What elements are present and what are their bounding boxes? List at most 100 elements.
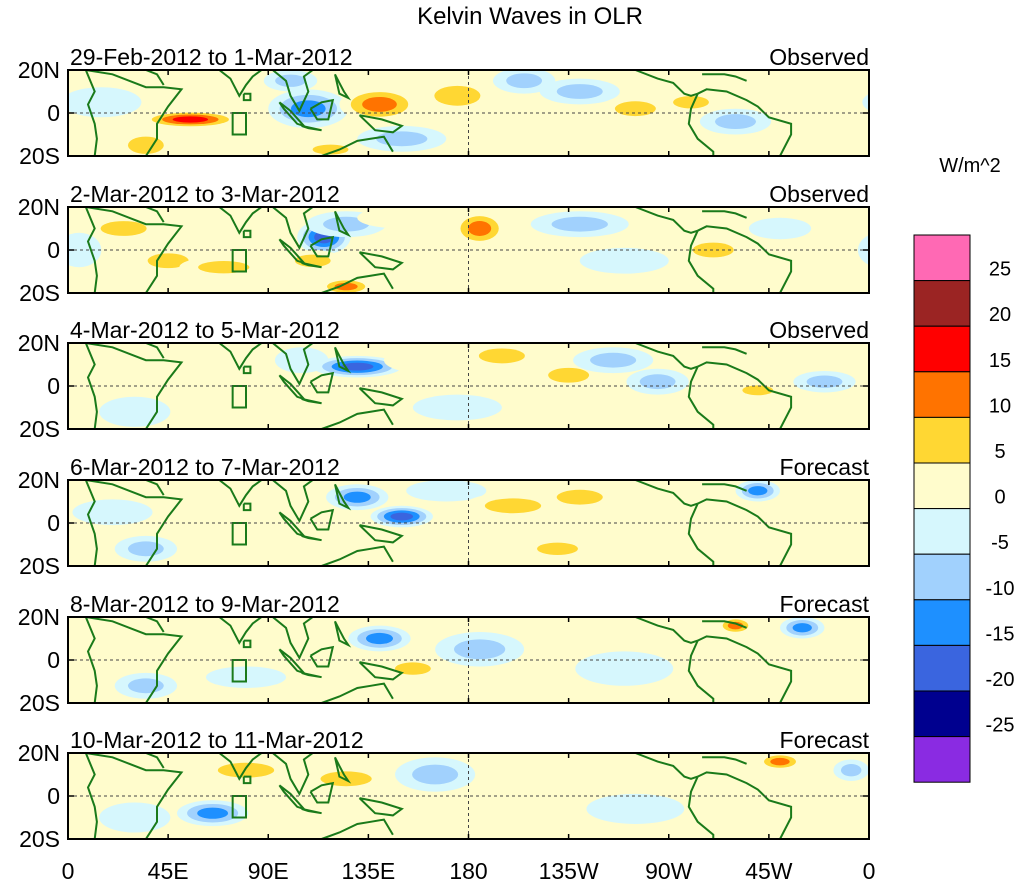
panel-period: 29-Feb-2012 to 1-Mar-2012 — [70, 44, 353, 70]
region-box — [231, 522, 247, 546]
colorbar-label: 20 — [989, 304, 1011, 326]
olr-anomaly-negative — [370, 505, 433, 528]
panel-period: 8-Mar-2012 to 9-Mar-2012 — [70, 591, 340, 617]
olr-anomaly-negative — [833, 759, 869, 781]
panel-kind: Observed — [769, 44, 869, 70]
olr-anomaly-positive — [383, 347, 465, 374]
coastlines — [84, 70, 793, 156]
region-box — [231, 659, 247, 683]
colorbar-swatch — [913, 234, 971, 282]
olr-anomaly-positive — [174, 211, 273, 238]
coastlines — [84, 617, 793, 703]
colorbar-label: -15 — [986, 623, 1015, 645]
olr-anomaly-positive — [757, 753, 803, 771]
colorbar-label: -10 — [986, 578, 1015, 600]
colorbar-swatch — [913, 644, 971, 692]
coastlines — [84, 343, 793, 429]
olr-anomaly-negative — [699, 108, 772, 135]
panel-period: 6-Mar-2012 to 7-Mar-2012 — [70, 454, 340, 480]
olr-anomaly-positive — [299, 140, 362, 156]
y-tick-label: 20S — [19, 553, 60, 579]
olr-anomaly-positive — [72, 761, 153, 788]
olr-anomaly-positive — [435, 793, 525, 820]
olr-anomaly-positive — [72, 351, 153, 378]
olr-anomaly-positive — [633, 492, 705, 519]
olr-anomaly-positive — [804, 486, 867, 508]
olr-anomaly-negative — [530, 211, 629, 238]
colorbar-swatch — [913, 280, 971, 327]
olr-anomaly-positive — [141, 110, 240, 129]
y-tick-label: 20N — [18, 57, 60, 83]
olr-anomaly-positive — [677, 237, 749, 263]
x-tick-label: 0 — [62, 858, 75, 884]
panel-period: 4-Mar-2012 to 5-Mar-2012 — [70, 317, 340, 343]
y-tick-label: 20N — [18, 740, 60, 766]
y-tick-label: 0 — [47, 510, 60, 536]
x-tick-label: 0 — [863, 858, 876, 884]
colorbar-label: 10 — [989, 395, 1011, 417]
y-tick-label: 0 — [47, 237, 60, 263]
olr-anomaly-positive — [381, 657, 445, 680]
olr-anomaly-negative — [573, 347, 654, 374]
x-axis: 0 45E 90E 135E 180 135W 90W 45W 0 — [62, 858, 876, 884]
olr-anomaly-negative — [412, 394, 502, 421]
x-tick-label: 90W — [645, 858, 693, 884]
colorbar-swatch — [913, 416, 971, 464]
olr-anomaly-positive — [461, 343, 542, 369]
y-tick-label: 20N — [18, 194, 60, 220]
panel-kind: Forecast — [780, 454, 870, 480]
olr-anomaly-negative — [539, 78, 620, 105]
y-tick-label: 20N — [18, 604, 60, 630]
olr-anomaly-positive — [521, 538, 594, 560]
y-tick-label: 20S — [19, 280, 60, 306]
coastlines — [84, 753, 793, 839]
olr-anomaly-positive — [179, 621, 269, 648]
y-tick-label: 20S — [19, 143, 60, 169]
olr-anomaly-positive — [199, 85, 271, 107]
y-tick-label: 20S — [19, 690, 60, 716]
y-tick-label: 0 — [47, 100, 60, 126]
colorbar: W/m^2 25 20 15 10 5 0 -5 -10 -15 -20 -25 — [913, 155, 1015, 783]
olr-anomaly-negative — [348, 625, 411, 652]
colorbar-swatch — [913, 508, 971, 555]
olr-anomaly-negative — [626, 368, 689, 395]
colorbar-swatch — [913, 462, 971, 510]
olr-anomaly-negative — [435, 632, 525, 667]
x-tick-label: 90E — [248, 858, 289, 884]
colorbar-swatch — [913, 690, 971, 738]
olr-anomaly-positive — [179, 256, 269, 278]
olr-anomaly-negative — [406, 480, 487, 502]
y-tick-label: 0 — [47, 783, 60, 809]
x-tick-label: 135W — [539, 858, 599, 884]
olr-anomaly-negative — [395, 757, 476, 792]
panel-1: 20N 0 20S 29-Feb-2012 to 1-Mar-2012 Observed — [18, 44, 870, 169]
olr-anomaly-positive — [506, 617, 587, 641]
colorbar-swatch — [913, 325, 971, 373]
x-tick-label: 135E — [342, 858, 396, 884]
region-box — [231, 795, 247, 819]
colorbar-label: 15 — [989, 350, 1011, 372]
olr-anomaly-negative — [68, 87, 142, 118]
panel-2: 20N 0 20S 2-Mar-2012 to 3-Mar-2012 Observed — [18, 181, 870, 306]
olr-anomaly-negative — [793, 370, 856, 393]
colorbar-units: W/m^2 — [939, 155, 1001, 177]
olr-anomaly-positive — [793, 670, 856, 693]
olr-anomaly-positive — [83, 215, 164, 242]
olr-anomaly-negative — [862, 93, 869, 111]
colorbar-label: -20 — [986, 669, 1015, 691]
panel-period: 2-Mar-2012 to 3-Mar-2012 — [70, 181, 340, 207]
colorbar-label: 0 — [994, 487, 1005, 509]
coastlines — [84, 480, 793, 566]
olr-anomaly-negative — [780, 617, 825, 639]
olr-anomaly-negative — [492, 70, 556, 94]
x-tick-label: 180 — [449, 858, 487, 884]
olr-anomaly-negative — [575, 651, 674, 686]
olr-anomaly-negative — [99, 802, 171, 833]
y-tick-label: 0 — [47, 647, 60, 673]
panel-kind: Observed — [769, 181, 869, 207]
olr-anomaly-negative — [177, 800, 249, 827]
y-tick-label: 20N — [18, 467, 60, 493]
olr-anomaly-positive — [599, 95, 671, 122]
olr-anomaly-positive — [197, 757, 295, 784]
colorbar-swatch — [913, 599, 971, 646]
